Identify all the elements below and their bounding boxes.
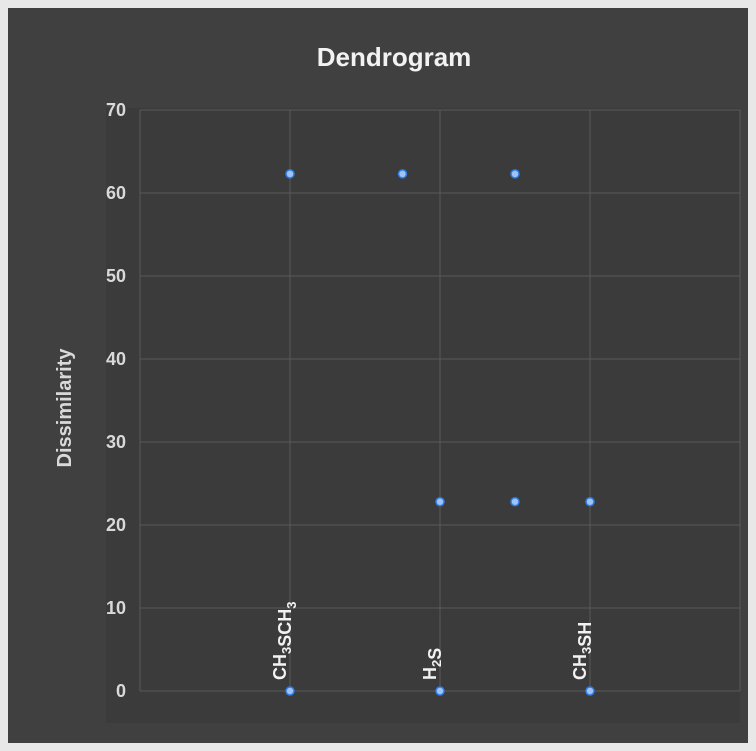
y-tick-label: 30 [106,432,126,452]
y-tick-label: 70 [106,100,126,120]
dendrogram-links [285,169,595,696]
y-axis-ticks: 0 10 20 30 40 50 60 70 [106,100,126,701]
node-marker [397,169,408,179]
leaf-label: CH3SCH3 [270,602,299,680]
plot-background [106,108,740,723]
leaf-label: CH3SH [570,622,595,680]
y-tick-label: 10 [106,598,126,618]
y-tick-label: 20 [106,515,126,535]
chart-area: Dendrogram Dissimilarity 0 10 20 30 40 50 60 70… [8,8,748,743]
leaf-labels: CH3SCH3 H2S CH3SH [270,602,595,680]
node-marker [285,686,295,696]
node-marker [285,169,295,179]
node-marker [585,497,595,507]
node-marker [585,686,595,696]
y-tick-label: 50 [106,266,126,286]
y-axis-title: Dissimilarity [54,348,76,468]
node-marker [435,686,445,696]
y-tick-label: 60 [106,183,126,203]
y-tick-label: 40 [106,349,126,369]
node-marker [435,497,445,507]
chart-title: Dendrogram [317,42,472,72]
node-marker [510,169,520,179]
dendrogram-chart: Dendrogram Dissimilarity 0 10 20 30 40 50 60 70… [54,42,748,723]
y-tick-label: 0 [116,681,126,701]
node-marker [510,497,520,507]
leaf-label: H2S [420,648,445,680]
